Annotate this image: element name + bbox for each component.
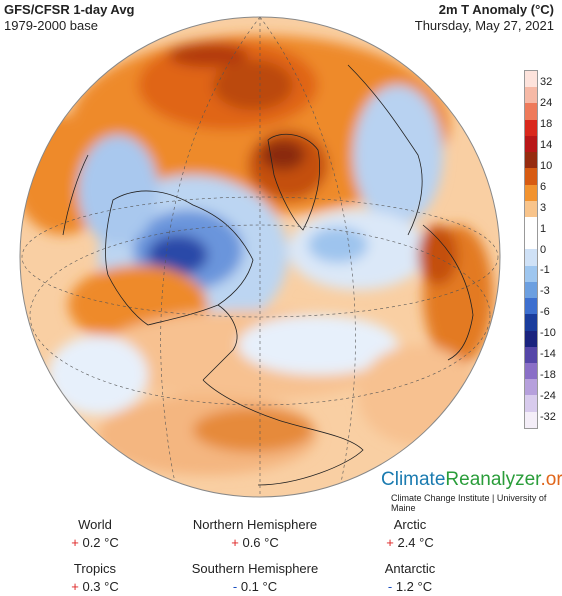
scale-label: -14 (540, 348, 556, 361)
brand-part-org: .org (540, 469, 562, 490)
scale-label: 18 (540, 117, 553, 130)
scale-label: -24 (540, 390, 556, 403)
map-title: GFS/CFSR 1-day Avg (4, 2, 135, 17)
stat-label: Northern Hemisphere (192, 517, 318, 532)
scale-segment (525, 346, 537, 363)
scale-segment (525, 249, 537, 266)
scale-segment (525, 216, 537, 234)
stat-world: World + 0.2 °C (60, 516, 130, 552)
scale-label: -6 (540, 306, 550, 319)
brand-part-climate: Climate (381, 469, 446, 490)
color-scale-bar (524, 70, 538, 429)
scale-label: -1 (540, 264, 550, 277)
scale-segment (525, 330, 537, 347)
scale-segment (525, 314, 537, 331)
scale-segment (525, 411, 537, 428)
scale-segment (525, 135, 537, 153)
scale-label: -18 (540, 369, 556, 382)
color-scale-labels: 32 24 18 14 10 6 3 1 0 -1 -3 -6 -10 -14 -18 -24 -32 (540, 70, 562, 429)
stat-value: - 0.1 °C (232, 579, 278, 594)
stat-value: + 0.2 °C (71, 535, 119, 550)
scale-segment (525, 281, 537, 299)
scale-segment (525, 395, 537, 412)
anomaly-field (20, 17, 500, 497)
graticule (21, 17, 499, 497)
scale-label: 1 (540, 222, 547, 235)
scale-label: 14 (540, 138, 553, 151)
stat-tropics: Tropics + 0.3 °C (60, 560, 130, 596)
scale-segment (525, 298, 537, 315)
scale-segment (525, 184, 537, 201)
date-label: Thursday, May 27, 2021 (414, 18, 554, 33)
scale-label: 6 (540, 180, 547, 193)
sign-minus: - (232, 579, 238, 594)
stat-label: Arctic (393, 517, 427, 532)
scale-segment (525, 152, 537, 169)
scale-label: 32 (540, 76, 553, 88)
scale-label: 10 (540, 159, 553, 172)
header-right: 2m T Anomaly (°C) Thursday, May 27, 2021 (415, 2, 554, 34)
brand-subtitle: Climate Change Institute | University of… (391, 493, 547, 513)
scale-segment (525, 103, 537, 120)
scale-label: 3 (540, 201, 547, 214)
stat-label: World (78, 517, 112, 532)
scale-segment (525, 379, 537, 396)
sign-minus: - (387, 579, 393, 594)
sign-plus: + (71, 579, 79, 594)
stat-antarctic: Antarctic - 1.2 °C (370, 560, 450, 596)
scale-segment (525, 71, 537, 88)
stat-value: + 0.3 °C (71, 579, 119, 594)
brand-part-reanalyzer: Reanalyzer (445, 469, 541, 490)
sign-plus: + (231, 535, 239, 550)
scale-label: -32 (540, 411, 556, 423)
scale-segment (525, 119, 537, 136)
scale-label: -3 (540, 285, 550, 298)
stats-panel: World + 0.2 °C Northern Hemisphere + 0.6… (0, 516, 562, 594)
scale-segment (525, 265, 537, 282)
stat-arctic: Arctic + 2.4 °C (370, 516, 450, 552)
globe-map (19, 16, 501, 498)
header-left: GFS/CFSR 1-day Avg 1979-2000 base (4, 2, 135, 34)
metric-label: 2m T Anomaly (°C) (438, 2, 554, 17)
stat-value: + 0.6 °C (231, 535, 279, 550)
brand-logo: ClimateReanalyzer.org (381, 469, 562, 491)
base-period: 1979-2000 base (4, 18, 98, 33)
scale-segment (525, 168, 537, 185)
sign-plus: + (71, 535, 79, 550)
scale-segment (525, 362, 537, 380)
stat-value: + 2.4 °C (386, 535, 434, 550)
stat-label: Southern Hemisphere (191, 561, 319, 576)
stat-label: Tropics (73, 561, 117, 576)
scale-segment (525, 200, 537, 217)
scale-label: 24 (540, 96, 553, 109)
scale-segment (525, 233, 537, 250)
stat-label: Antarctic (384, 561, 436, 576)
scale-label: 0 (540, 243, 547, 256)
stat-value: - 1.2 °C (387, 579, 433, 594)
coastlines (62, 64, 474, 486)
scale-segment (525, 87, 537, 104)
stat-northern-hemisphere: Northern Hemisphere + 0.6 °C (180, 516, 330, 552)
sign-plus: + (386, 535, 394, 550)
scale-label: -10 (540, 327, 556, 340)
stat-southern-hemisphere: Southern Hemisphere - 0.1 °C (180, 560, 330, 596)
